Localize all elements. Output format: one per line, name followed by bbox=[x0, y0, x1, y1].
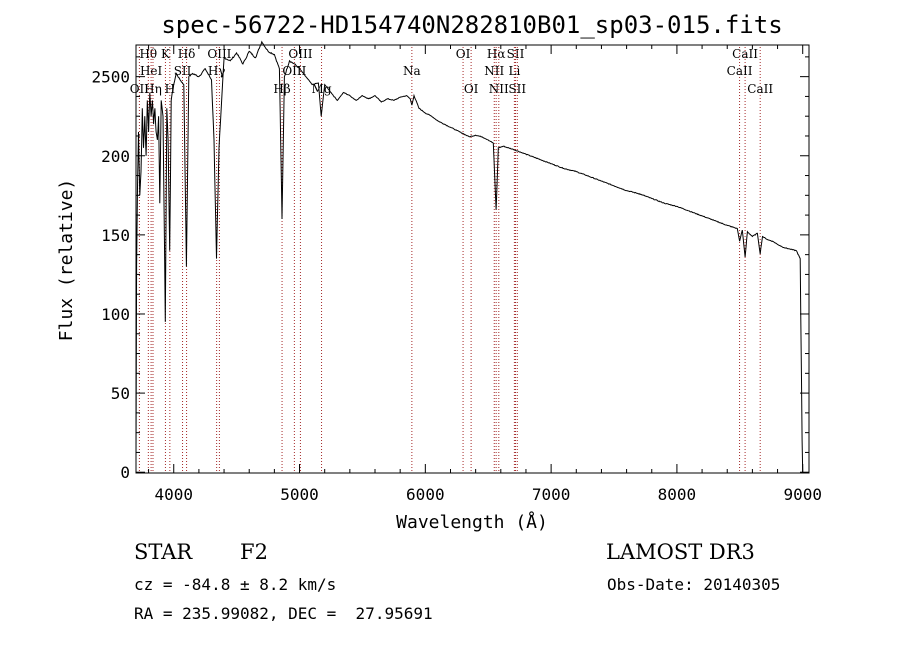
line-label-5: H bbox=[165, 82, 175, 96]
line-label-16: OI bbox=[464, 82, 479, 96]
x-tick-label-2: 6000 bbox=[406, 485, 445, 504]
object-subclass: F2 bbox=[240, 540, 268, 564]
y-tick-label-5: 2500 bbox=[91, 68, 130, 87]
line-label-8: OIII bbox=[207, 47, 231, 61]
line-label-20: Li bbox=[508, 64, 520, 78]
line-label-22: SII bbox=[508, 82, 526, 96]
line-label-19: NII bbox=[484, 64, 504, 78]
survey-name: LAMOST DR3 bbox=[606, 540, 755, 564]
x-axis-label: Wavelength (Å) bbox=[396, 511, 548, 533]
y-axis-ticks: 0 50 100 150 200 2500 bbox=[91, 56, 809, 482]
x-tick-label-3: 7000 bbox=[532, 485, 571, 504]
line-label-24: CaII bbox=[727, 64, 753, 78]
line-label-17: Hα bbox=[487, 47, 506, 61]
x-tick-label-5: 9000 bbox=[783, 485, 822, 504]
line-label-0: Hθ bbox=[139, 47, 157, 61]
line-label-1: OII bbox=[130, 82, 150, 96]
line-label-15: OI bbox=[456, 47, 471, 61]
x-tick-label-0: 4000 bbox=[154, 485, 193, 504]
line-label-21: NII bbox=[489, 82, 509, 96]
x-tick-label-1: 5000 bbox=[280, 485, 319, 504]
y-axis-label: Flux (relative) bbox=[56, 179, 77, 342]
line-label-7: SII bbox=[174, 64, 192, 78]
coordinates: RA = 235.99082, DEC = 27.95691 bbox=[134, 604, 433, 623]
line-label-25: CaII bbox=[747, 82, 773, 96]
line-label-4: K bbox=[161, 47, 171, 61]
spectrum-series bbox=[135, 40, 804, 473]
y-tick-label-3: 150 bbox=[101, 226, 130, 245]
line-label-14: Na bbox=[403, 64, 421, 78]
chart-title: spec-56722-HD154740N282810B01_sp03-015.f… bbox=[161, 11, 782, 39]
object-class: STAR bbox=[134, 540, 193, 564]
line-label-9: Hγ bbox=[208, 64, 226, 78]
y-tick-label-4: 200 bbox=[101, 147, 130, 166]
line-label-6: Hδ bbox=[178, 47, 196, 61]
line-label-10: OIII bbox=[288, 47, 312, 61]
x-axis-ticks: 4000 5000 6000 7000 8000 9000 bbox=[148, 45, 822, 504]
line-label-18: SII bbox=[507, 47, 525, 61]
y-tick-label-0: 0 bbox=[120, 463, 130, 482]
line-label-23: CaII bbox=[732, 47, 758, 61]
line-label-3: Hη bbox=[144, 82, 162, 96]
x-tick-label-4: 8000 bbox=[658, 485, 697, 504]
observation-date: Obs-Date: 20140305 bbox=[607, 575, 781, 594]
line-label-2: HeI bbox=[140, 64, 163, 78]
y-tick-label-1: 50 bbox=[111, 384, 130, 403]
spectral-line-markers: Hθ OII HeI Hη K H Hδ SII OIII Hγ OIII OIII Hβ Mg Na OI O… bbox=[130, 47, 773, 473]
plot-frame bbox=[135, 44, 810, 474]
spectrum-line bbox=[135, 40, 804, 473]
redshift-cz: cz = -84.8 ± 8.2 km/s bbox=[134, 575, 337, 594]
line-label-13: Mg bbox=[312, 82, 332, 96]
line-label-12: Hβ bbox=[273, 82, 290, 96]
line-label-11: OIII bbox=[282, 64, 306, 78]
y-tick-label-2: 100 bbox=[101, 305, 130, 324]
